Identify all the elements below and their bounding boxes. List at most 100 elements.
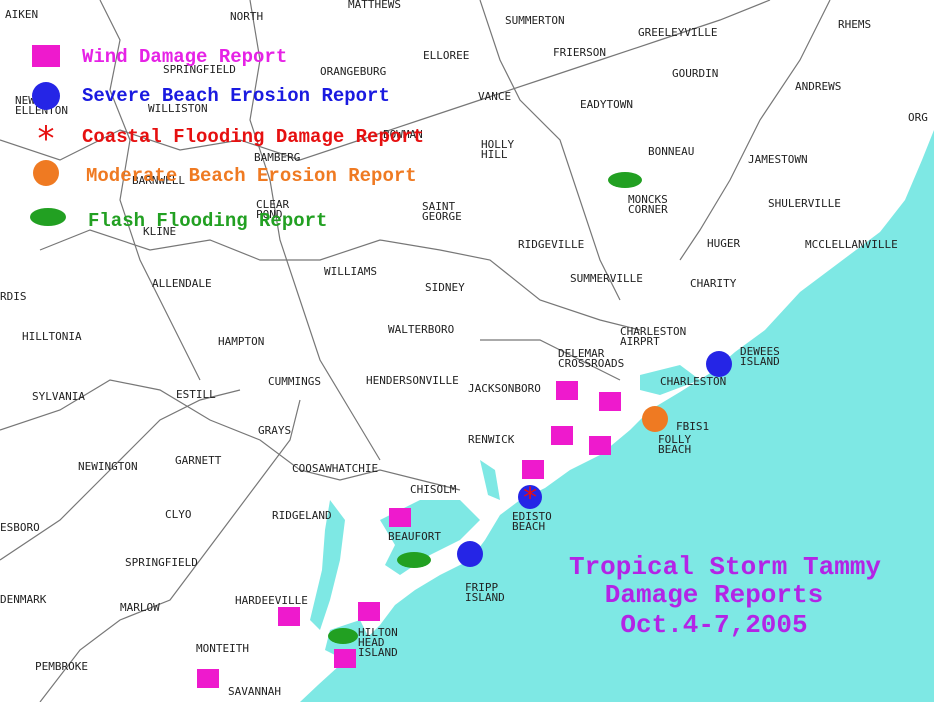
erosion-markers — [457, 351, 732, 567]
place-label: FRIERSON — [553, 46, 606, 59]
legend-label: Coastal Flooding Damage Report — [82, 126, 424, 148]
place-label: EDISTO — [512, 510, 552, 523]
place-label: RHEMS — [838, 18, 871, 31]
place-label: ELLOREE — [423, 49, 469, 62]
svg-text:*: * — [36, 119, 56, 159]
place-label: SPRINGFIELD — [163, 63, 236, 76]
place-label: NORTH — [230, 10, 263, 23]
place-label: SHULERVILLE — [768, 197, 841, 210]
place-label: MARLOW — [120, 601, 160, 614]
place-label: HENDERSONVILLE — [366, 374, 459, 387]
title: Tropical Storm Tammy Damage Reports Oct.… — [569, 552, 881, 640]
place-label: BONNEAU — [648, 145, 694, 158]
place-label: ORANGEBURG — [320, 65, 386, 78]
place-label: WALTERBORO — [388, 323, 454, 336]
place-label: FRIPP — [465, 581, 498, 594]
place-label: ANDREWS — [795, 80, 841, 93]
place-label: BARNWELL — [132, 174, 185, 187]
place-label: CORNER — [628, 203, 668, 216]
wind-damage-markers — [197, 381, 621, 688]
place-label: HUGER — [707, 237, 740, 250]
place-label: COOSAWHATCHIE — [292, 462, 378, 475]
place-label: HILLTONIA — [22, 330, 82, 343]
place-label: SUMMERVILLE — [570, 272, 643, 285]
legend-label: Wind Damage Report — [82, 46, 287, 68]
place-label: HOLLY — [481, 138, 514, 151]
place-label: HILTON — [358, 626, 398, 639]
place-label: SUMMERTON — [505, 14, 565, 27]
place-label: SAVANNAH — [228, 685, 281, 698]
place-label: ISLAND — [465, 591, 505, 604]
place-label: CHARLESTON — [620, 325, 686, 338]
place-label: CHARLESTON — [660, 375, 726, 388]
place-label: GARNETT — [175, 454, 222, 467]
place-label: ORG — [908, 111, 928, 124]
flood-markers — [328, 172, 642, 644]
place-label: ISLAND — [358, 646, 398, 659]
place-label: HEAD — [358, 636, 385, 649]
title-line: Oct.4-7,2005 — [620, 610, 807, 640]
place-label: MATTHEWS — [348, 0, 401, 11]
place-label: NEWINGTON — [78, 460, 138, 473]
place-label: HILL — [481, 148, 508, 161]
place-label: AIKEN — [5, 8, 38, 21]
coastal-flood-marker: * — [522, 481, 539, 514]
place-label: DEWEES — [740, 345, 780, 358]
legend-label: Moderate Beach Erosion Report — [86, 165, 417, 187]
place-label: CHISOLM — [410, 483, 457, 496]
legend-label: Severe Beach Erosion Report — [82, 85, 390, 107]
title-line: Damage Reports — [605, 580, 823, 610]
place-label: DELEMAR — [558, 347, 605, 360]
place-label: EADYTOWN — [580, 98, 633, 111]
place-label: CLYO — [165, 508, 192, 521]
place-label: SAINT — [422, 200, 455, 213]
legend-label: Flash Flooding Report — [88, 210, 327, 232]
place-label: MONTEITH — [196, 642, 249, 655]
place-label: GRAYS — [258, 424, 291, 437]
place-label: ISLAND — [740, 355, 780, 368]
place-label: GEORGE — [422, 210, 462, 223]
place-label: KLINE — [143, 225, 176, 238]
place-label: JACKSONBORO — [468, 382, 541, 395]
place-label: CUMMINGS — [268, 375, 321, 388]
place-label: BEACH — [512, 520, 545, 533]
county-lines — [0, 0, 831, 702]
place-label: SPRINGFIELD — [125, 556, 198, 569]
place-label: JAMESTOWN — [748, 153, 808, 166]
place-label: CLEAR — [256, 198, 289, 211]
place-label: BEACH — [658, 443, 691, 456]
place-label: WILLISTON — [148, 102, 208, 115]
place-label: HAMPTON — [218, 335, 264, 348]
place-label: DENMARK — [0, 593, 47, 606]
place-label: ESBORO — [0, 521, 40, 534]
place-label: HARDEEVILLE — [235, 594, 308, 607]
place-label: SIDNEY — [425, 281, 465, 294]
place-label: PEMBROKE — [35, 660, 88, 673]
place-label: FBIS1 — [676, 420, 709, 433]
place-label: RDIS — [0, 290, 27, 303]
place-label: CROSSROADS — [558, 357, 624, 370]
place-label: GREELEYVILLE — [638, 26, 717, 39]
place-label: FOLLY — [658, 433, 691, 446]
place-label: MCCLELLANVILLE — [805, 238, 898, 251]
place-label: RIDGELAND — [272, 509, 332, 522]
place-label: RENWICK — [468, 433, 515, 446]
place-label: MONCKS — [628, 193, 668, 206]
place-label: SYLVANIA — [32, 390, 85, 403]
place-label: BEAUFORT — [388, 530, 441, 543]
ocean — [300, 130, 934, 702]
legend: * Wind Damage Report Severe Beach Erosio… — [30, 45, 424, 232]
title-line: Tropical Storm Tammy — [569, 552, 881, 582]
place-label: ALLENDALE — [152, 277, 212, 290]
place-label: GOURDIN — [672, 67, 718, 80]
place-label: BOWMAN — [383, 128, 423, 141]
place-label: ELLENTON — [15, 104, 68, 117]
place-label: POND — [256, 208, 283, 221]
place-label: ESTILL — [176, 388, 216, 401]
place-label: RIDGEVILLE — [518, 238, 584, 251]
place-label: BAMBERG — [254, 151, 300, 164]
place-label: CHARITY — [690, 277, 737, 290]
place-label: AIRPRT — [620, 335, 660, 348]
